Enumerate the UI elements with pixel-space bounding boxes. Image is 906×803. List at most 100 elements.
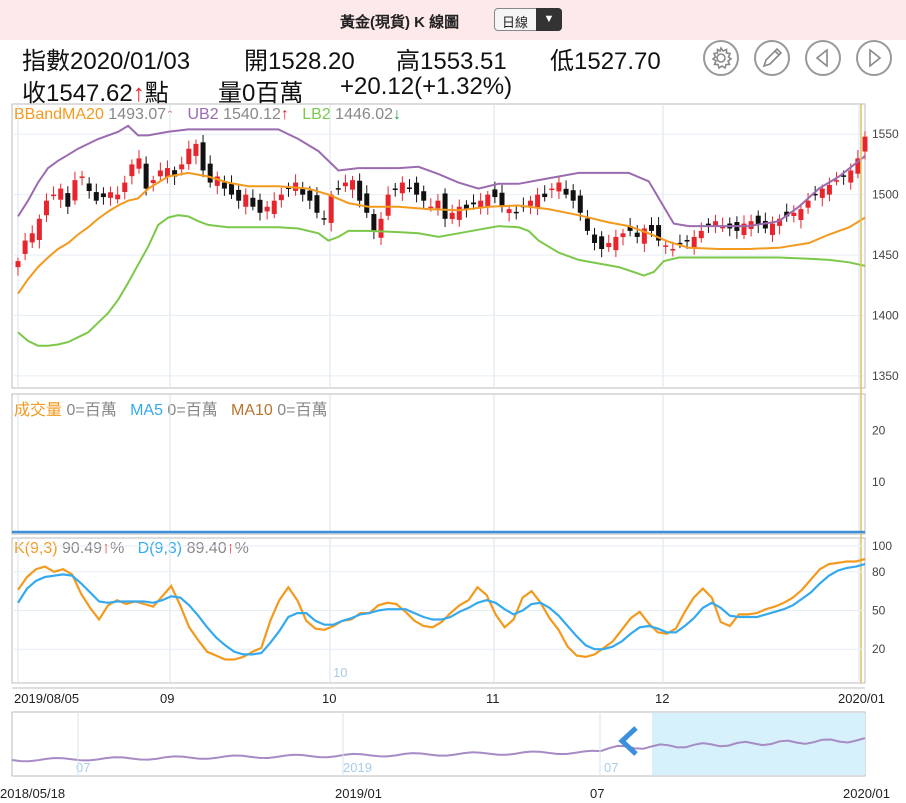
y-tick-label: 20	[872, 642, 886, 656]
arrow-up-icon: ↑	[166, 106, 175, 123]
candle-body	[656, 225, 662, 241]
candle-body	[570, 190, 576, 201]
candle-body	[385, 194, 391, 216]
candle-body	[371, 214, 377, 231]
candle-body	[748, 221, 754, 229]
candle-body	[157, 170, 163, 177]
candle-body	[129, 164, 135, 177]
candle-body	[79, 176, 85, 179]
arrow-up-icon: ↑	[102, 540, 111, 557]
navigator-frame	[11, 711, 866, 777]
series-line-d	[17, 563, 866, 656]
candle-body	[641, 228, 647, 244]
candle-body	[164, 168, 170, 178]
candle-body	[186, 148, 192, 165]
candle-body	[58, 188, 64, 200]
legend-vol-label: 成交量	[14, 402, 63, 419]
candle-body	[456, 206, 462, 220]
candle-body	[36, 218, 42, 241]
series-line-ub2	[17, 124, 866, 228]
candle-body	[492, 189, 498, 198]
period-select[interactable]: 日線 ▼	[494, 8, 562, 31]
quote-open: 開1528.20	[244, 48, 355, 75]
candle-body	[684, 240, 690, 242]
y-tick-label: 1500	[872, 188, 899, 202]
navigator-selection	[652, 713, 865, 775]
candle-body	[350, 180, 356, 190]
next-button[interactable]	[856, 40, 892, 76]
candle-body	[271, 200, 277, 214]
panel-frame-1	[11, 103, 866, 389]
prev-icon	[815, 48, 828, 68]
legend-k-value: 90.49	[62, 540, 103, 557]
candle-body	[392, 188, 398, 191]
candle-body	[22, 240, 28, 254]
candle-body	[314, 195, 320, 213]
candle-body	[705, 223, 711, 226]
candle-body	[100, 193, 106, 198]
candle-body	[485, 194, 491, 207]
legend-ma5-value: 0=百萬	[167, 402, 218, 419]
candle-body	[520, 205, 526, 208]
legend-ma10-value: 0=百萬	[277, 402, 328, 419]
legend-bollinger: BBandMA20 1493.07↑ UB2 1540.12↑ LB2 1446…	[14, 106, 401, 124]
candle-body	[236, 189, 242, 201]
legend-volume: 成交量 0=百萬 MA5 0=百萬 MA10 0=百萬	[14, 396, 328, 420]
candle-body	[634, 232, 640, 237]
series-line-bbandma20	[17, 171, 866, 295]
candle-body	[193, 143, 199, 156]
x-tick-label: 2020/01	[838, 691, 885, 706]
candle-body	[229, 183, 235, 195]
candle-body	[834, 180, 840, 182]
navigator-inner-label: 07	[604, 760, 618, 775]
y-tick-label: 1450	[872, 248, 899, 262]
candle-body	[542, 193, 548, 198]
y-tick-label: 10	[872, 475, 886, 489]
pencil-icon	[762, 47, 783, 68]
arrow-down-icon: ↓	[393, 106, 402, 123]
candle-body	[627, 226, 633, 231]
candle-body	[648, 224, 654, 231]
candle-body	[43, 200, 49, 216]
candle-body	[478, 200, 484, 209]
arrow-up-icon: ↑	[280, 106, 289, 123]
arrow-up-icon: ↑	[132, 80, 145, 107]
candle-body	[428, 206, 434, 209]
candle-body	[784, 211, 790, 217]
candle-body	[29, 233, 35, 243]
candle-body	[421, 191, 427, 201]
settings-button[interactable]	[703, 40, 739, 76]
quote-high: 高1553.51	[396, 48, 507, 75]
quote-change: +20.12(+1.32%)	[340, 73, 513, 100]
y-tick-label: 100	[872, 539, 892, 553]
candle-body	[563, 188, 569, 195]
quote-low: 低1527.70	[550, 48, 661, 75]
legend-d-label: D(9,3)	[137, 540, 183, 557]
candle-body	[150, 180, 156, 183]
candle-body	[769, 223, 775, 236]
draw-button[interactable]	[754, 40, 790, 76]
candle-body	[812, 193, 818, 196]
candle-body	[285, 187, 291, 190]
prev-button[interactable]	[805, 40, 841, 76]
candle-body	[471, 202, 477, 205]
candle-body	[613, 236, 619, 251]
candle-body	[855, 158, 861, 174]
legend-lb-value: 1446.02	[335, 106, 394, 123]
next-icon	[869, 48, 882, 68]
series-line-k	[17, 557, 866, 661]
chevron-down-icon[interactable]: ▼	[536, 8, 562, 31]
candle-body	[51, 194, 57, 197]
candle-body	[556, 182, 562, 192]
period-label: 日線	[502, 15, 529, 30]
candle-body	[243, 194, 249, 207]
candle-body	[293, 182, 299, 191]
candle-body	[755, 215, 761, 225]
candle-body	[713, 221, 719, 226]
y-tick-label: 80	[872, 565, 886, 579]
legend-bb-value: 1493.07	[108, 106, 167, 123]
candle-body	[93, 192, 99, 201]
candle-body	[592, 234, 598, 243]
nav-tick-label: 2019/01	[335, 786, 382, 801]
candle-body	[221, 182, 227, 189]
